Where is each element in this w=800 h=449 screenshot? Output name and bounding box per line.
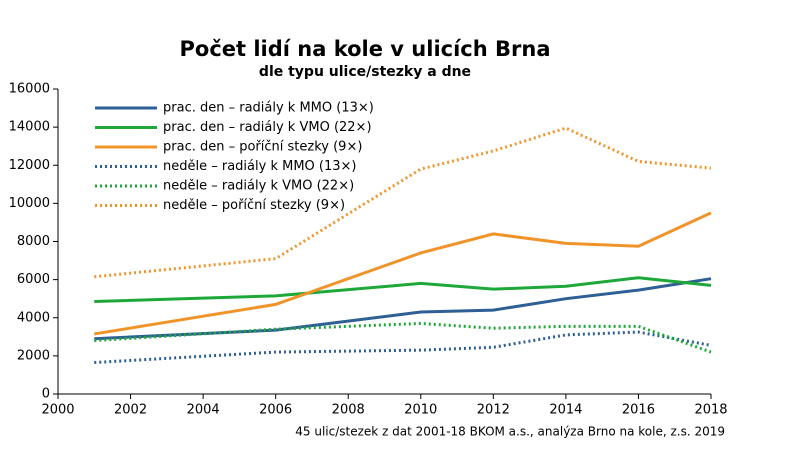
series-line: [94, 276, 712, 304]
y-tick-label: 16000: [9, 82, 50, 97]
y-tick-label: 6000: [17, 272, 50, 287]
x-tick-label: 2000: [41, 403, 74, 418]
x-tick-label: 2016: [622, 403, 655, 418]
chart-subtitle: dle typu ulice/stezky a dne: [259, 64, 471, 80]
y-tick-label: 0: [42, 387, 50, 402]
legend-label: neděle – radiály k MMO (13×): [163, 159, 356, 174]
legend-label: prac. den – poříční stezky (9×): [163, 140, 362, 155]
y-tick-label: 4000: [17, 310, 50, 325]
legend-label: prac. den – radiály k MMO (13×): [163, 101, 374, 116]
y-tick-label: 14000: [9, 120, 50, 135]
y-tick-label: 8000: [17, 234, 50, 249]
chart-title: Počet lidí na kole v ulicích Brna: [180, 37, 551, 61]
y-tick-label: 2000: [17, 348, 50, 363]
y-tick-label: 12000: [9, 158, 50, 173]
x-tick-label: 2014: [549, 403, 582, 418]
series-line: [94, 321, 712, 354]
x-tick-label: 2006: [259, 403, 292, 418]
x-tick-label: 2008: [332, 403, 365, 418]
x-tick-label: 2018: [694, 403, 727, 418]
legend-label: prac. den – radiály k VMO (22×): [163, 120, 372, 135]
series-line: [94, 330, 712, 365]
y-tick-label: 10000: [9, 196, 50, 211]
footnote: 45 ulic/stezek z dat 2001-18 BKOM a.s., …: [295, 425, 725, 439]
series-line: [94, 277, 712, 341]
x-tick-label: 2002: [114, 403, 147, 418]
legend-label: neděle – radiály k VMO (22×): [163, 179, 354, 194]
x-tick-label: 2010: [404, 403, 437, 418]
x-tick-label: 2012: [477, 403, 510, 418]
legend-label: neděle – poříční stezky (9×): [163, 198, 345, 213]
series-line: [94, 211, 712, 336]
x-tick-label: 2004: [187, 403, 220, 418]
